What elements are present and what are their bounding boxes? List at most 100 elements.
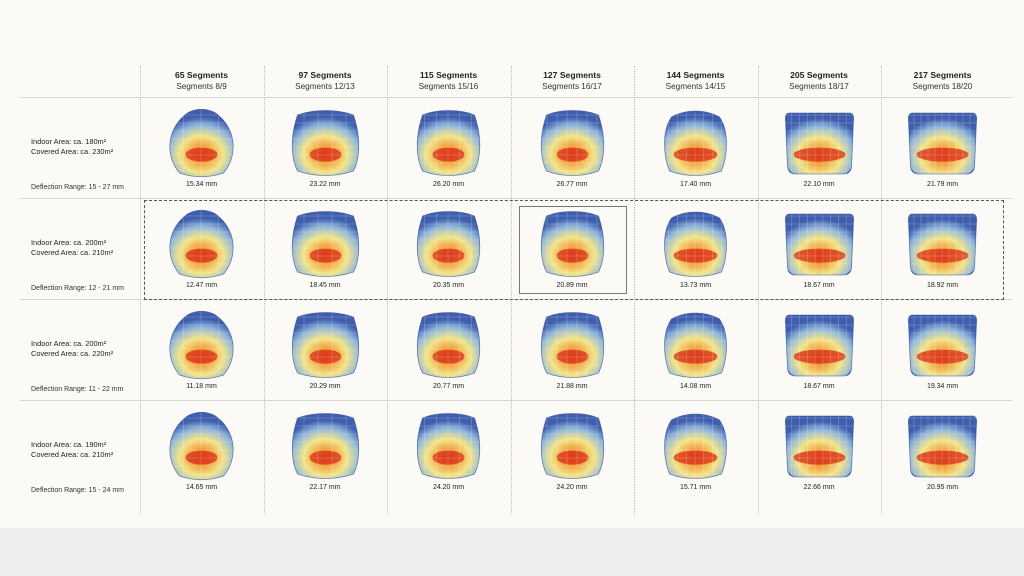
- column-header: 144 Segments Segments 14/15: [634, 70, 757, 92]
- shell-deflection-heatmap: [291, 211, 359, 277]
- max-deflection-zone: [673, 450, 718, 465]
- shell-heatmap-cell[interactable]: 26.20 mm: [387, 97, 510, 198]
- max-deflection-value: 20.35 mm: [432, 282, 465, 289]
- max-deflection-zone: [432, 450, 465, 465]
- shell-outline: [540, 211, 604, 277]
- max-deflection-value: 12.47 mm: [185, 282, 218, 289]
- segment-count: 144 Segments: [666, 70, 725, 80]
- shell-deflection-heatmap: [784, 314, 854, 377]
- shell-heatmap-cell[interactable]: 26.77 mm: [511, 97, 634, 198]
- shell-heatmap-cell[interactable]: 12.47 mm: [140, 198, 263, 299]
- shell-outline: [664, 211, 727, 277]
- shell-deflection-heatmap: [907, 314, 978, 377]
- shell-outline: [664, 413, 727, 479]
- comparison-grid: 65 Segments Segments 8/9 97 Segments Segmen…: [20, 66, 1012, 514]
- max-deflection-zone: [673, 248, 718, 263]
- selected-variant-frame[interactable]: [518, 206, 627, 294]
- max-deflection-value: 18.92 mm: [926, 282, 959, 289]
- shell-heatmap-cell[interactable]: 15.34 mm: [140, 97, 263, 198]
- max-deflection-value: 17.40 mm: [679, 181, 712, 188]
- row-divider: [20, 97, 1012, 98]
- shell-heatmap-cell[interactable]: 20.29 mm: [264, 299, 387, 400]
- shell-heatmap-cell[interactable]: 18.92 mm: [881, 198, 1004, 299]
- shell-deflection-heatmap: [664, 211, 727, 277]
- column-header: 65 Segments Segments 8/9: [140, 70, 263, 92]
- max-deflection-value: 21.79 mm: [926, 181, 959, 188]
- segment-count: 127 Segments: [543, 70, 601, 80]
- max-deflection-zone: [309, 147, 341, 162]
- shell-heatmap-cell[interactable]: 20.77 mm: [387, 299, 510, 400]
- segment-count: 97 Segments: [298, 70, 352, 80]
- heatmap-body: [664, 313, 727, 378]
- row-divider: [20, 400, 1012, 401]
- covered-area: Covered Area: ca. 210m²: [31, 248, 114, 257]
- segment-division: Segments 14/15: [665, 82, 726, 91]
- heatmap-body: [291, 211, 359, 277]
- deflection-range: Deflection Range: 15 - 24 mm: [31, 487, 124, 494]
- shell-deflection-heatmap: [540, 110, 604, 176]
- max-deflection-zone: [793, 450, 845, 465]
- shell-heatmap-cell[interactable]: 19.34 mm: [881, 299, 1004, 400]
- heatmap-body: [908, 416, 977, 477]
- shell-heatmap-cell[interactable]: 18.67 mm: [758, 299, 881, 400]
- shell-outline: [291, 211, 359, 277]
- shell-heatmap-cell[interactable]: 11.18 mm: [140, 299, 263, 400]
- shell-outline: [784, 112, 854, 175]
- shell-outline: [907, 213, 978, 276]
- shell-heatmap-cell[interactable]: 17.40 mm: [634, 97, 757, 198]
- shell-deflection-heatmap: [540, 211, 604, 277]
- shell-heatmap-cell[interactable]: 18.45 mm: [264, 198, 387, 299]
- max-deflection-zone: [916, 147, 969, 162]
- shell-heatmap-cell[interactable]: 22.66 mm: [758, 400, 881, 501]
- segment-division: Segments 15/16: [418, 82, 479, 91]
- max-deflection-zone: [556, 147, 588, 162]
- shell-heatmap-cell[interactable]: 20.95 mm: [881, 400, 1004, 501]
- segment-division: Segments 16/17: [542, 82, 602, 91]
- segment-count: 65 Segments: [174, 70, 229, 80]
- row-area-label: Indoor Area: ca. 180m² Covered Area: ca. …: [31, 137, 141, 157]
- max-deflection-zone: [185, 349, 218, 364]
- shell-heatmap-cell[interactable]: 24.20 mm: [387, 400, 510, 501]
- shell-heatmap-cell[interactable]: 22.17 mm: [264, 400, 387, 501]
- highlighted-row-frame: [144, 200, 1004, 300]
- shell-heatmap-cell[interactable]: 20.89 mm: [511, 198, 634, 299]
- indoor-area: Indoor Area: ca. 200m²: [31, 339, 107, 348]
- heatmap-body: [908, 214, 977, 275]
- shell-deflection-heatmap: [169, 310, 234, 380]
- shell-heatmap-cell[interactable]: 21.88 mm: [511, 299, 634, 400]
- shell-heatmap-cell[interactable]: 23.22 mm: [264, 97, 387, 198]
- shell-heatmap-cell[interactable]: 22.10 mm: [758, 97, 881, 198]
- shell-outline: [291, 413, 359, 479]
- heatmap-body: [784, 214, 854, 275]
- shell-deflection-heatmap: [540, 413, 604, 479]
- heatmap-body: [908, 315, 977, 376]
- shell-deflection-heatmap: [416, 211, 481, 277]
- max-deflection-value: 19.34 mm: [926, 383, 959, 390]
- shell-heatmap-cell[interactable]: 24.20 mm: [511, 400, 634, 501]
- heatmap-body: [664, 111, 727, 176]
- max-deflection-value: 24.20 mm: [556, 484, 588, 491]
- max-deflection-zone: [185, 147, 218, 162]
- shell-heatmap-cell[interactable]: 20.35 mm: [387, 198, 510, 299]
- shell-outline: [291, 110, 359, 176]
- segment-division: Segments 8/9: [176, 82, 227, 91]
- column-divider: [140, 66, 141, 514]
- shell-deflection-heatmap: [784, 112, 854, 175]
- shell-heatmap-cell[interactable]: 13.73 mm: [634, 198, 757, 299]
- shell-outline: [416, 211, 481, 277]
- shell-deflection-heatmap: [169, 108, 234, 178]
- indoor-area: Indoor Area: ca. 180m²: [31, 137, 107, 146]
- shell-heatmap-cell[interactable]: 15.71 mm: [634, 400, 757, 501]
- segment-division: Segments 18/20: [912, 82, 973, 91]
- heatmap-body: [664, 414, 727, 479]
- max-deflection-zone: [916, 248, 969, 263]
- shell-outline: [664, 110, 727, 176]
- shell-heatmap-cell[interactable]: 21.79 mm: [881, 97, 1004, 198]
- heatmap-body: [540, 312, 604, 378]
- shell-outline: [664, 312, 727, 378]
- shell-heatmap-cell[interactable]: 14.08 mm: [634, 299, 757, 400]
- shell-heatmap-cell[interactable]: 14.65 mm: [140, 400, 263, 501]
- max-deflection-zone: [309, 349, 341, 364]
- max-deflection-value: 11.18 mm: [186, 383, 217, 390]
- shell-heatmap-cell[interactable]: 18.67 mm: [758, 198, 881, 299]
